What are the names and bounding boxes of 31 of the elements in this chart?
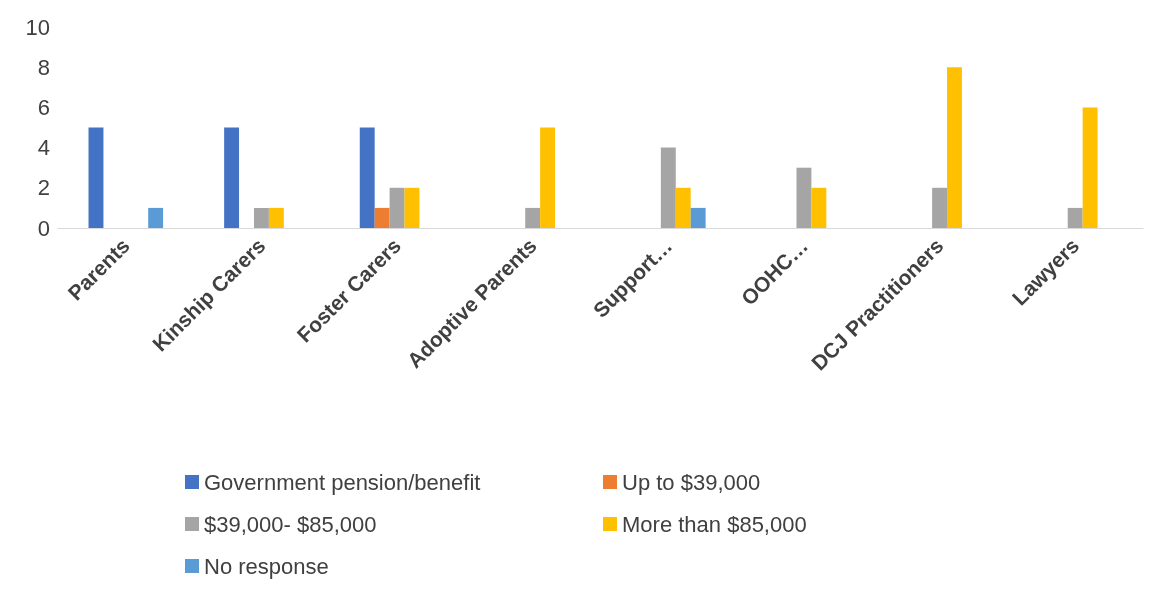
legend-label: Government pension/benefit (204, 469, 481, 495)
bar (690, 207, 706, 228)
y-tick-label: 8 (37, 54, 50, 80)
bar (359, 127, 375, 228)
bar (148, 207, 164, 228)
legend-label: More than $85,000 (622, 511, 807, 537)
bar (540, 127, 556, 228)
bar (1067, 207, 1083, 228)
bar (253, 207, 269, 228)
bar (811, 187, 827, 228)
bar (374, 207, 390, 228)
bar (932, 187, 948, 228)
bar (268, 207, 284, 228)
bar (1082, 107, 1098, 228)
bar (88, 127, 104, 228)
bar (947, 67, 962, 228)
y-tick-label: 4 (37, 135, 50, 161)
legend-label: No response (204, 553, 329, 579)
legend-label: Up to $39,000 (622, 469, 761, 495)
bar (389, 187, 405, 228)
bar (675, 187, 691, 228)
y-tick-label: 10 (25, 14, 50, 40)
y-tick-label: 6 (37, 94, 50, 120)
bar (660, 147, 676, 228)
bar (224, 127, 240, 228)
bar (404, 187, 420, 228)
legend-label: $39,000- $85,000 (204, 511, 377, 537)
bar (796, 167, 812, 228)
bar (525, 207, 541, 228)
y-tick-label: 0 (37, 215, 50, 241)
y-tick-label: 2 (37, 175, 50, 201)
